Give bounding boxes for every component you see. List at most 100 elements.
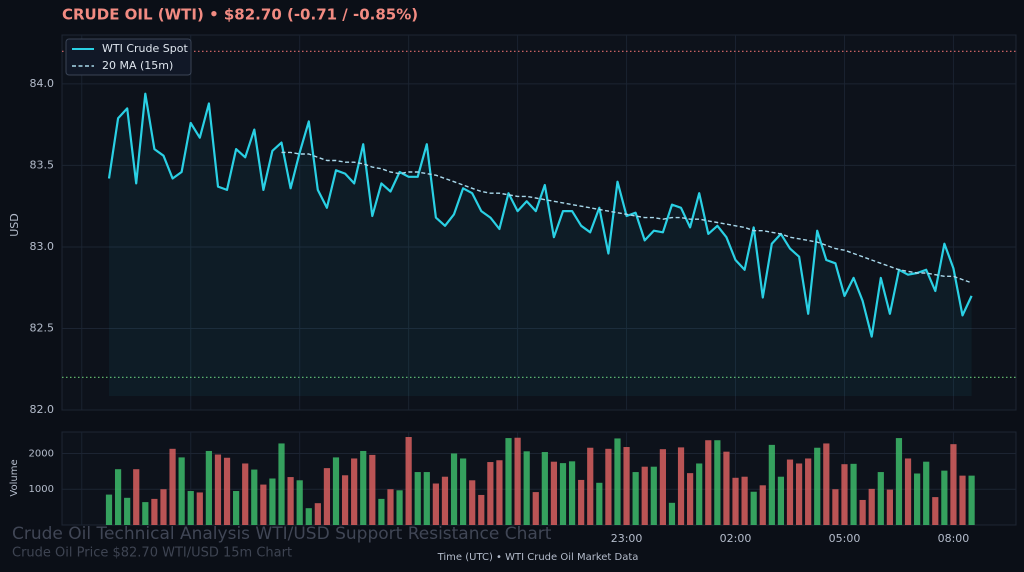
- volume-bar: [396, 490, 403, 525]
- x-tick-label: 05:00: [829, 532, 861, 545]
- volume-bar: [151, 498, 158, 525]
- volume-bar: [886, 489, 893, 525]
- volume-bar: [305, 508, 312, 525]
- volume-bar: [187, 491, 194, 525]
- volume-bar: [750, 491, 757, 525]
- volume-bar: [605, 448, 612, 525]
- volume-bar: [487, 462, 494, 525]
- volume-bar: [514, 437, 521, 525]
- y-tick-label: 83.0: [30, 240, 55, 253]
- volume-bar: [251, 469, 258, 525]
- volume-bar: [668, 502, 676, 525]
- y-tick-label: 82.5: [30, 321, 55, 334]
- volume-bar: [278, 443, 285, 525]
- volume-bar: [287, 477, 294, 525]
- volume-bar: [741, 476, 748, 525]
- volume-bar: [632, 472, 639, 525]
- volume-bar: [932, 497, 939, 525]
- chart-title: CRUDE OIL (WTI) • $82.70 (-0.71 / -0.85%…: [62, 6, 418, 24]
- y-axis-label: Volume: [9, 459, 20, 496]
- volume-bar: [895, 438, 903, 525]
- volume-bar: [314, 503, 321, 525]
- volume-bar: [832, 489, 839, 525]
- volume-bar: [160, 489, 167, 525]
- y-tick-label: 84.0: [30, 77, 55, 90]
- volume-bar: [941, 470, 948, 525]
- volume-bar: [378, 498, 385, 525]
- volume-bar: [850, 463, 857, 525]
- price-area: [109, 93, 972, 396]
- volume-bar: [223, 457, 231, 525]
- volume-bar: [260, 484, 267, 525]
- volume-bar: [233, 491, 240, 525]
- volume-bar: [341, 475, 349, 525]
- volume-bar: [714, 440, 721, 525]
- series-line: [281, 151, 972, 284]
- x-tick-label: 08:00: [938, 532, 970, 545]
- volume-bar: [214, 454, 222, 525]
- volume-bar: [114, 469, 122, 525]
- marks: 82.0 82.5 83.0 83.5 84.0 1000 2000 23:00 02:00 05…: [29, 50, 1016, 545]
- y-tick-label: 82.0: [30, 403, 55, 416]
- volume-bar: [441, 476, 449, 525]
- volume-bar: [904, 458, 912, 525]
- volume-bar: [432, 483, 439, 525]
- volume-bar: [723, 451, 730, 525]
- volume-bar: [369, 454, 376, 525]
- volume-bar: [805, 458, 812, 525]
- volume-bar: [496, 460, 503, 525]
- y-tick-label: 83.5: [30, 158, 55, 171]
- volume-bar: [469, 480, 476, 525]
- volume-bar: [759, 485, 766, 525]
- volume-bar: [105, 494, 113, 525]
- volume-bar: [559, 463, 567, 525]
- volume-bar: [242, 463, 249, 525]
- volume-bar: [814, 447, 821, 525]
- legend-label: 20 MA (15m): [102, 59, 173, 72]
- volume-bar: [777, 476, 785, 525]
- volume-bar: [323, 468, 331, 525]
- volume-bar: [351, 458, 358, 525]
- volume-bar: [705, 440, 712, 525]
- volume-bar: [859, 499, 866, 525]
- volume-bar: [696, 463, 703, 525]
- volume-bar: [414, 472, 421, 525]
- x-tick-label: 23:00: [611, 532, 643, 545]
- volume-bar: [532, 492, 539, 525]
- volume-bar: [296, 480, 303, 525]
- volume-bar: [877, 472, 884, 525]
- legend-label: WTI Crude Spot: [102, 42, 188, 55]
- volume-bar: [541, 452, 548, 525]
- volume-bar: [914, 473, 921, 525]
- volume-bar: [269, 478, 276, 525]
- volume-bar: [505, 438, 512, 525]
- volume-bar: [568, 461, 576, 525]
- watermark-subtitle: Crude Oil Price $82.70 WTI/USD 15m Chart: [12, 546, 292, 561]
- volume-bar: [950, 444, 957, 525]
- volume-bar: [587, 447, 594, 525]
- volume-bar: [732, 477, 739, 525]
- volume-bar: [923, 461, 930, 525]
- volume-bar: [205, 450, 212, 525]
- price-panel: [61, 34, 1017, 411]
- y-tick-label: 1000: [29, 484, 54, 495]
- legend: WTI Crude Spot 20 MA (15m): [65, 38, 192, 76]
- volume-bar: [423, 472, 430, 525]
- volume-bar: [133, 469, 140, 525]
- volume-bar: [578, 479, 585, 525]
- volume-bar: [795, 463, 803, 525]
- volume-bar: [841, 464, 848, 525]
- volume-bar: [596, 482, 603, 525]
- legend-box: [65, 38, 192, 76]
- volume-bar: [550, 461, 558, 525]
- volume-bar: [968, 475, 975, 525]
- volume-bar: [677, 447, 685, 525]
- volume-bar: [659, 449, 666, 525]
- volume-bar: [460, 458, 467, 525]
- volume-bar: [178, 457, 185, 525]
- volume-bar: [614, 438, 621, 525]
- x-tick-label: 02:00: [720, 532, 752, 545]
- volume-bar: [650, 466, 657, 525]
- volume-bar: [478, 494, 485, 525]
